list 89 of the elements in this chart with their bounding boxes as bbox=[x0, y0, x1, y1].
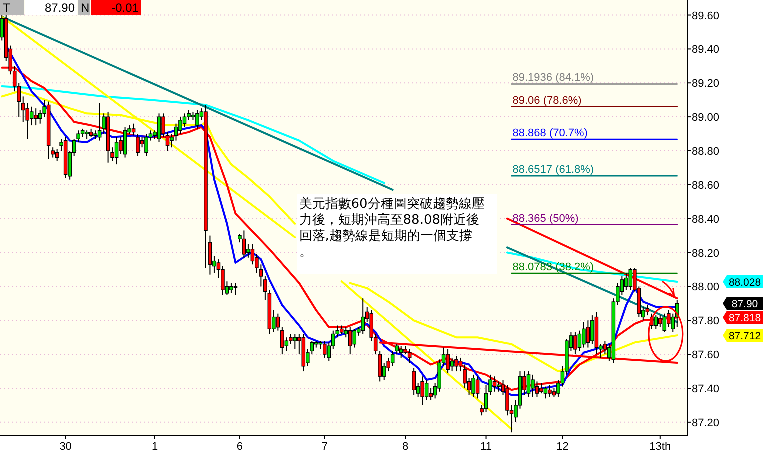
candlestick bbox=[586, 320, 590, 348]
text: 88.028 bbox=[728, 276, 762, 289]
candlestick bbox=[132, 123, 136, 136]
candlestick bbox=[187, 110, 191, 121]
candlestick bbox=[646, 304, 650, 316]
candlestick bbox=[582, 322, 586, 348]
series-label: 88.365 (50%) bbox=[512, 212, 579, 225]
y-tick-label: 88.60 bbox=[692, 180, 720, 192]
candlestick bbox=[280, 326, 284, 356]
candlestick bbox=[420, 376, 424, 406]
y-tick-label: 88.20 bbox=[692, 248, 720, 260]
candlestick bbox=[242, 230, 246, 258]
candlestick bbox=[178, 116, 182, 135]
y-tick-label: 88.00 bbox=[692, 282, 720, 294]
candlestick bbox=[250, 244, 255, 266]
y-tick-label: 87.40 bbox=[692, 384, 720, 396]
annotation: N bbox=[81, 1, 90, 15]
candlestick bbox=[476, 376, 480, 400]
candlestick bbox=[182, 113, 187, 128]
x-tick-label: 8 bbox=[402, 441, 409, 452]
candlestick bbox=[144, 134, 148, 157]
candlestick bbox=[450, 357, 454, 372]
x-tick-label: 12 bbox=[556, 441, 569, 452]
candlestick bbox=[196, 110, 200, 130]
annotation: 87.90 bbox=[44, 1, 76, 15]
candlestick bbox=[348, 326, 352, 356]
y-tick-label: 89.00 bbox=[692, 112, 720, 124]
y-tick-label: 88.80 bbox=[692, 146, 720, 158]
candlestick bbox=[408, 348, 412, 364]
line-series bbox=[349, 282, 678, 373]
candlestick bbox=[136, 134, 140, 157]
candlestick bbox=[230, 282, 234, 294]
annotation: T bbox=[3, 1, 11, 15]
candlestick bbox=[454, 356, 458, 372]
text: 87.90 bbox=[732, 298, 758, 311]
candlestick bbox=[590, 315, 594, 345]
candlestick bbox=[114, 136, 119, 166]
candlestick bbox=[162, 113, 166, 138]
y-tick-label: 87.80 bbox=[692, 316, 720, 328]
candlestick bbox=[578, 330, 582, 352]
candlestick bbox=[628, 268, 633, 291]
y-tick-label: 88.40 bbox=[692, 214, 720, 226]
candlestick bbox=[526, 371, 531, 398]
candlestick bbox=[544, 386, 548, 400]
line-series bbox=[1, 86, 386, 184]
x-tick-label: 1 bbox=[152, 441, 158, 452]
y-tick-label: 89.40 bbox=[692, 44, 720, 56]
candlestick bbox=[166, 132, 170, 152]
candlestick bbox=[424, 380, 429, 401]
x-tick-label: 11 bbox=[480, 441, 492, 452]
x-tick-label: 30 bbox=[60, 441, 72, 452]
candlestick bbox=[157, 113, 162, 144]
series-label: 88.6517 (61.8%) bbox=[512, 164, 594, 176]
candlestick bbox=[276, 313, 280, 332]
x-tick-label: 7 bbox=[322, 441, 328, 452]
candlestick bbox=[662, 313, 667, 334]
candlestick bbox=[472, 374, 476, 398]
candlestick bbox=[352, 328, 357, 348]
candlestick bbox=[361, 298, 366, 335]
candlestick bbox=[658, 315, 662, 328]
annotation: -0.01 bbox=[112, 1, 140, 15]
line-series bbox=[506, 252, 678, 283]
candlestick bbox=[497, 381, 501, 392]
y-tick-label: 89.20 bbox=[692, 78, 720, 90]
series-label: 89.06 (78.6%) bbox=[512, 94, 582, 107]
candlestick bbox=[174, 123, 178, 142]
candlestick bbox=[123, 126, 128, 158]
candlestick bbox=[293, 334, 298, 350]
candlestick bbox=[55, 148, 60, 162]
text: 87.818 bbox=[728, 312, 762, 325]
candlestick bbox=[234, 282, 238, 296]
text: 87.712 bbox=[728, 330, 762, 343]
series-label: 88.868 (70.7%) bbox=[512, 127, 588, 140]
candlestick bbox=[30, 106, 34, 126]
x-tick-label: 6 bbox=[236, 441, 244, 452]
y-tick-label: 89.60 bbox=[692, 10, 720, 22]
candlestick bbox=[603, 340, 608, 356]
candlestick bbox=[654, 315, 658, 330]
y-tick-label: 87.20 bbox=[692, 417, 720, 430]
candlestick bbox=[399, 346, 404, 358]
candlestick bbox=[322, 340, 327, 358]
candlestick bbox=[208, 235, 212, 276]
candlestick bbox=[531, 374, 535, 398]
series-label: 89.1936 (84.1%) bbox=[512, 72, 594, 84]
y-tick-label: 87.60 bbox=[692, 350, 720, 362]
x-tick-label: 13th bbox=[650, 441, 672, 452]
candlestick bbox=[412, 368, 416, 396]
candlestick bbox=[221, 266, 225, 296]
annotation: 美元指數60分種圖突破趨勢線壓力後，短期沖高至88.08附近後回落,趨勢線是短期的一個支撐。 bbox=[299, 196, 485, 260]
